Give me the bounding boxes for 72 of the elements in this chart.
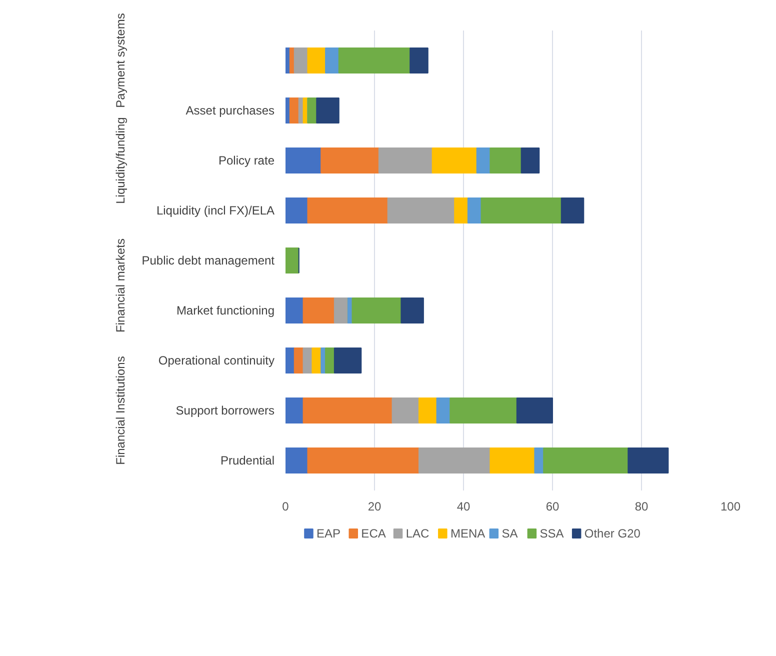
y-tick-label: Policy rate [218,154,275,168]
bar [316,98,340,124]
bar [307,48,326,74]
bar [410,48,428,74]
bar [418,398,438,424]
bar [289,98,300,124]
bar [432,148,478,174]
y-tick-label: Prudential [220,454,275,468]
x-tick-label: 20 [368,500,382,514]
bar [534,448,544,474]
y-tick-label: Public debt management [142,254,276,268]
legend-label: SA [502,526,518,540]
bar [454,198,468,224]
bar [387,198,456,224]
x-tick-label: 100 [720,500,741,514]
bar [286,348,295,374]
text: Payment systems [114,13,128,108]
legend-label: EAP [316,526,341,540]
text: Financial markets [114,238,128,333]
bar [294,348,304,374]
legend-label: LAC [406,526,430,540]
bar [436,398,451,424]
bar [516,398,553,424]
bar [476,148,491,174]
legend-label: Other G20 [584,526,641,540]
legend-label: ECA [361,526,386,540]
bar [312,348,322,374]
bar [352,298,402,324]
x-tick-label: 60 [546,500,560,514]
bar [490,148,522,174]
bar [378,148,433,174]
bar [543,448,629,474]
legend-label: MENA [450,526,486,540]
bar [302,298,335,324]
bar [307,98,318,124]
text: Liquidity/funding [114,117,128,204]
y-tick-label: Asset purchases [186,104,275,118]
bar [286,148,322,174]
bar [338,48,411,74]
bar [467,198,482,224]
bar [628,448,669,474]
legend-label: SSA [540,526,564,540]
bar [400,298,424,324]
bar [560,198,584,224]
bar [286,398,304,424]
bar [302,398,393,424]
bar [325,48,340,74]
bar [325,348,335,374]
bar [480,198,562,224]
bar [334,298,348,324]
text: Financial Institutions [114,356,128,465]
y-tick-label: Liquidity (incl FX)/ELA [156,204,275,218]
x-tick-label: 80 [634,500,648,514]
bar [307,198,388,224]
bar [286,298,304,324]
bar [450,398,518,424]
y-tick-label: Support borrowers [176,404,275,418]
bar [320,148,380,174]
y-tick-label: Market functioning [176,304,275,318]
bar [520,148,540,174]
bar [286,448,308,474]
bar [392,398,420,424]
x-tick-label: 0 [282,500,290,514]
bar [307,448,420,474]
bar [294,48,308,74]
y-tick-label: Operational continuity [158,354,275,368]
bar [490,448,536,474]
bar [286,248,300,274]
x-tick-label: 40 [456,500,470,514]
bar [418,448,491,474]
bar [286,198,308,224]
bar [334,348,362,374]
